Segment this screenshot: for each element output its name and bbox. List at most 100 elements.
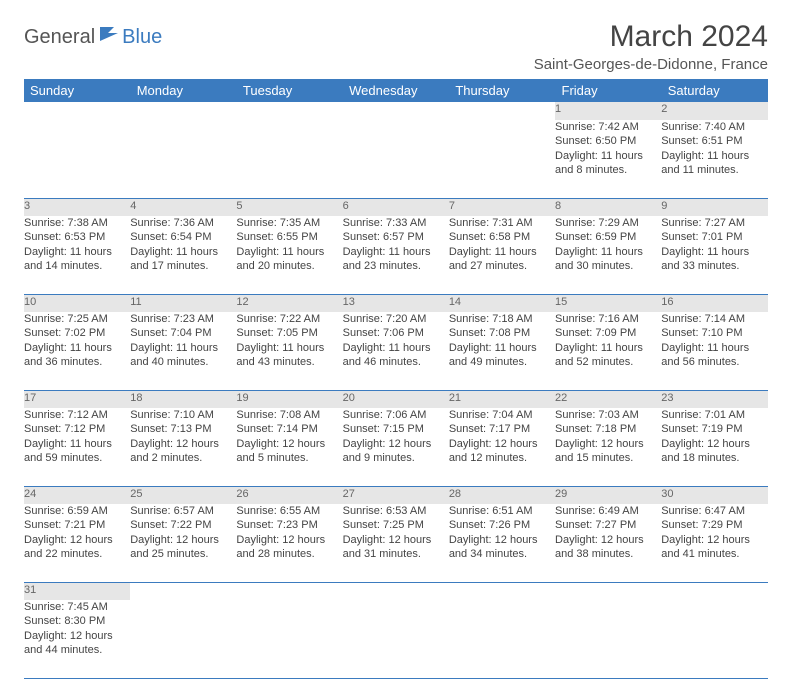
day-info-line: Daylight: 12 hours	[555, 437, 661, 451]
day-number: 29	[555, 486, 661, 504]
day-number: 9	[661, 198, 767, 216]
day-info-line: and 22 minutes.	[24, 547, 130, 561]
day-cell	[449, 120, 555, 198]
day-info-line: Sunset: 7:13 PM	[130, 422, 236, 436]
day-cell: Sunrise: 6:47 AMSunset: 7:29 PMDaylight:…	[661, 504, 767, 582]
day-info-line: Sunset: 7:18 PM	[555, 422, 661, 436]
day-number	[661, 582, 767, 600]
day-info-line: Sunrise: 7:06 AM	[343, 408, 449, 422]
day-info-line: Sunset: 7:27 PM	[555, 518, 661, 532]
day-info-line: Sunset: 7:04 PM	[130, 326, 236, 340]
day-number: 2	[661, 102, 767, 120]
day-info-line: Daylight: 12 hours	[661, 437, 767, 451]
day-info-line: Sunset: 7:14 PM	[236, 422, 342, 436]
day-info-line: Daylight: 11 hours	[449, 341, 555, 355]
day-info-line: Sunset: 7:01 PM	[661, 230, 767, 244]
day-info-line: Sunset: 6:53 PM	[24, 230, 130, 244]
day-cell: Sunrise: 7:31 AMSunset: 6:58 PMDaylight:…	[449, 216, 555, 294]
day-info-line: Sunrise: 7:03 AM	[555, 408, 661, 422]
day-number	[449, 102, 555, 120]
day-header: Sunday	[24, 79, 130, 102]
day-info-line: Daylight: 12 hours	[343, 533, 449, 547]
day-number	[130, 582, 236, 600]
day-info-line: and 56 minutes.	[661, 355, 767, 369]
day-info-line: Sunrise: 7:42 AM	[555, 120, 661, 134]
day-number: 10	[24, 294, 130, 312]
logo-text-blue: Blue	[122, 26, 162, 49]
day-info-line: Sunrise: 7:29 AM	[555, 216, 661, 230]
day-info-line: and 25 minutes.	[130, 547, 236, 561]
day-info-line: Sunset: 6:54 PM	[130, 230, 236, 244]
content-row: Sunrise: 7:25 AMSunset: 7:02 PMDaylight:…	[24, 312, 768, 390]
day-info-line: Sunset: 7:21 PM	[24, 518, 130, 532]
day-cell: Sunrise: 7:04 AMSunset: 7:17 PMDaylight:…	[449, 408, 555, 486]
day-info-line: Sunset: 7:26 PM	[449, 518, 555, 532]
day-info-line: and 30 minutes.	[555, 259, 661, 273]
day-info-line: Daylight: 12 hours	[236, 533, 342, 547]
day-number: 16	[661, 294, 767, 312]
daynum-row: 24252627282930	[24, 486, 768, 504]
day-info-line: Sunrise: 7:12 AM	[24, 408, 130, 422]
day-info-line: Sunrise: 6:53 AM	[343, 504, 449, 518]
day-info-line: and 28 minutes.	[236, 547, 342, 561]
day-info-line: Sunset: 6:55 PM	[236, 230, 342, 244]
content-row: Sunrise: 7:38 AMSunset: 6:53 PMDaylight:…	[24, 216, 768, 294]
daynum-row: 31	[24, 582, 768, 600]
day-info-line: Sunrise: 7:23 AM	[130, 312, 236, 326]
title-block: March 2024 Saint-Georges-de-Didonne, Fra…	[534, 20, 768, 73]
day-cell: Sunrise: 7:36 AMSunset: 6:54 PMDaylight:…	[130, 216, 236, 294]
day-info-line: and 8 minutes.	[555, 163, 661, 177]
day-cell: Sunrise: 6:57 AMSunset: 7:22 PMDaylight:…	[130, 504, 236, 582]
day-info-line: Sunrise: 7:14 AM	[661, 312, 767, 326]
day-cell: Sunrise: 7:20 AMSunset: 7:06 PMDaylight:…	[343, 312, 449, 390]
day-info-line: and 41 minutes.	[661, 547, 767, 561]
day-info-line: Sunset: 7:09 PM	[555, 326, 661, 340]
day-number: 3	[24, 198, 130, 216]
day-info-line: Sunrise: 7:35 AM	[236, 216, 342, 230]
day-cell	[343, 120, 449, 198]
day-cell: Sunrise: 6:49 AMSunset: 7:27 PMDaylight:…	[555, 504, 661, 582]
day-number	[343, 102, 449, 120]
day-info-line: and 43 minutes.	[236, 355, 342, 369]
day-info-line: Daylight: 11 hours	[130, 245, 236, 259]
day-number	[236, 102, 342, 120]
day-info-line: and 27 minutes.	[449, 259, 555, 273]
day-info-line: Daylight: 12 hours	[661, 533, 767, 547]
day-info-line: Daylight: 11 hours	[555, 245, 661, 259]
day-info-line: Sunset: 7:22 PM	[130, 518, 236, 532]
day-info-line: Daylight: 12 hours	[130, 533, 236, 547]
day-info-line: Sunrise: 7:33 AM	[343, 216, 449, 230]
day-info-line: Sunrise: 7:40 AM	[661, 120, 767, 134]
day-number: 17	[24, 390, 130, 408]
day-cell: Sunrise: 6:53 AMSunset: 7:25 PMDaylight:…	[343, 504, 449, 582]
day-info-line: and 9 minutes.	[343, 451, 449, 465]
day-info-line: Sunrise: 7:10 AM	[130, 408, 236, 422]
day-info-line: and 18 minutes.	[661, 451, 767, 465]
day-number: 26	[236, 486, 342, 504]
day-info-line: Sunrise: 6:47 AM	[661, 504, 767, 518]
day-number: 8	[555, 198, 661, 216]
day-info-line: and 40 minutes.	[130, 355, 236, 369]
day-info-line: Sunset: 7:06 PM	[343, 326, 449, 340]
day-number	[555, 582, 661, 600]
logo: General Blue	[24, 26, 162, 49]
day-info-line: Sunset: 7:29 PM	[661, 518, 767, 532]
header: General Blue March 2024 Saint-Georges-de…	[24, 20, 768, 73]
day-info-line: Daylight: 12 hours	[555, 533, 661, 547]
day-header: Friday	[555, 79, 661, 102]
day-info-line: Daylight: 11 hours	[555, 149, 661, 163]
day-info-line: Sunset: 7:12 PM	[24, 422, 130, 436]
flag-icon	[100, 25, 122, 48]
day-info-line: Daylight: 11 hours	[236, 341, 342, 355]
day-cell: Sunrise: 6:59 AMSunset: 7:21 PMDaylight:…	[24, 504, 130, 582]
day-number	[236, 582, 342, 600]
day-info-line: Daylight: 12 hours	[24, 629, 130, 643]
day-cell: Sunrise: 6:55 AMSunset: 7:23 PMDaylight:…	[236, 504, 342, 582]
day-number: 28	[449, 486, 555, 504]
day-info-line: Sunset: 7:17 PM	[449, 422, 555, 436]
day-info-line: Sunrise: 6:57 AM	[130, 504, 236, 518]
day-number: 21	[449, 390, 555, 408]
day-info-line: Sunset: 7:19 PM	[661, 422, 767, 436]
page-subtitle: Saint-Georges-de-Didonne, France	[534, 56, 768, 73]
content-row: Sunrise: 6:59 AMSunset: 7:21 PMDaylight:…	[24, 504, 768, 582]
